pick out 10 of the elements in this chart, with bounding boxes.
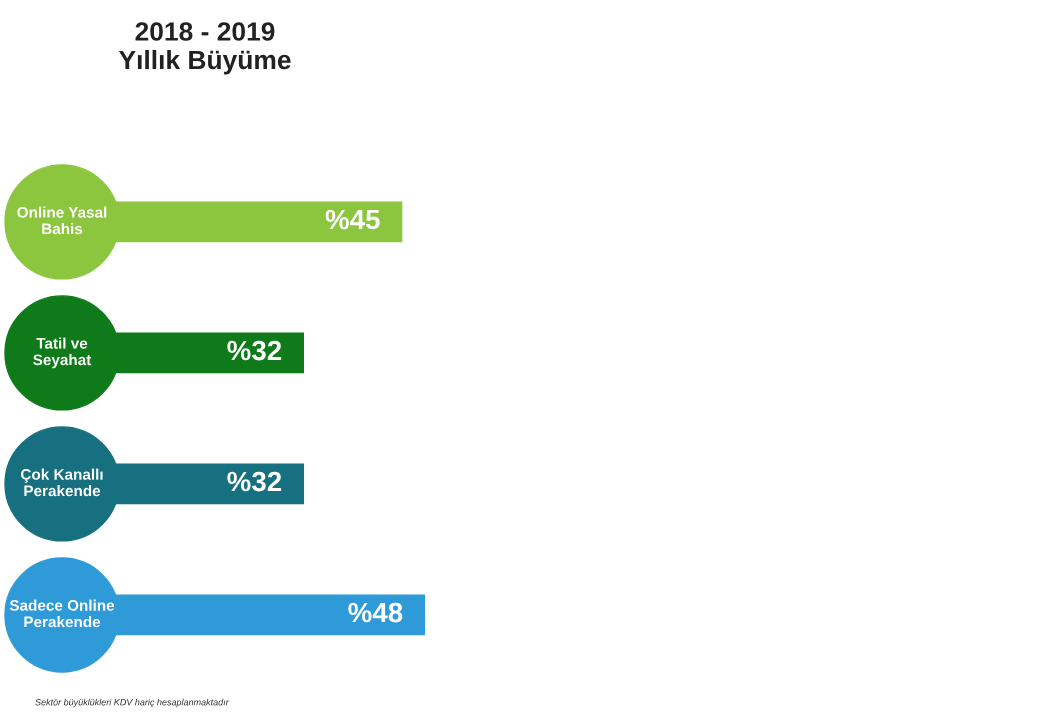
text: Sektör büyüklükleri KDV hariç hesaplanmaktadır (35, 698, 229, 708)
data-label: %32 (227, 340, 282, 361)
chart-title: 2018 - 2019 Yıllık Büyüme (118, 22, 291, 75)
y-tick-label: Çok Kanallı Perakende (21, 468, 103, 497)
data-label: %32 (227, 471, 282, 492)
data-label: %48 (348, 602, 403, 623)
y-tick-label: Sadece Online Perakende (9, 599, 115, 628)
data-label: %45 (325, 209, 380, 230)
y-tick-label: Online Yasal Bahis (17, 206, 107, 235)
y-tick-label: Tatil ve Seyahat (33, 337, 92, 369)
